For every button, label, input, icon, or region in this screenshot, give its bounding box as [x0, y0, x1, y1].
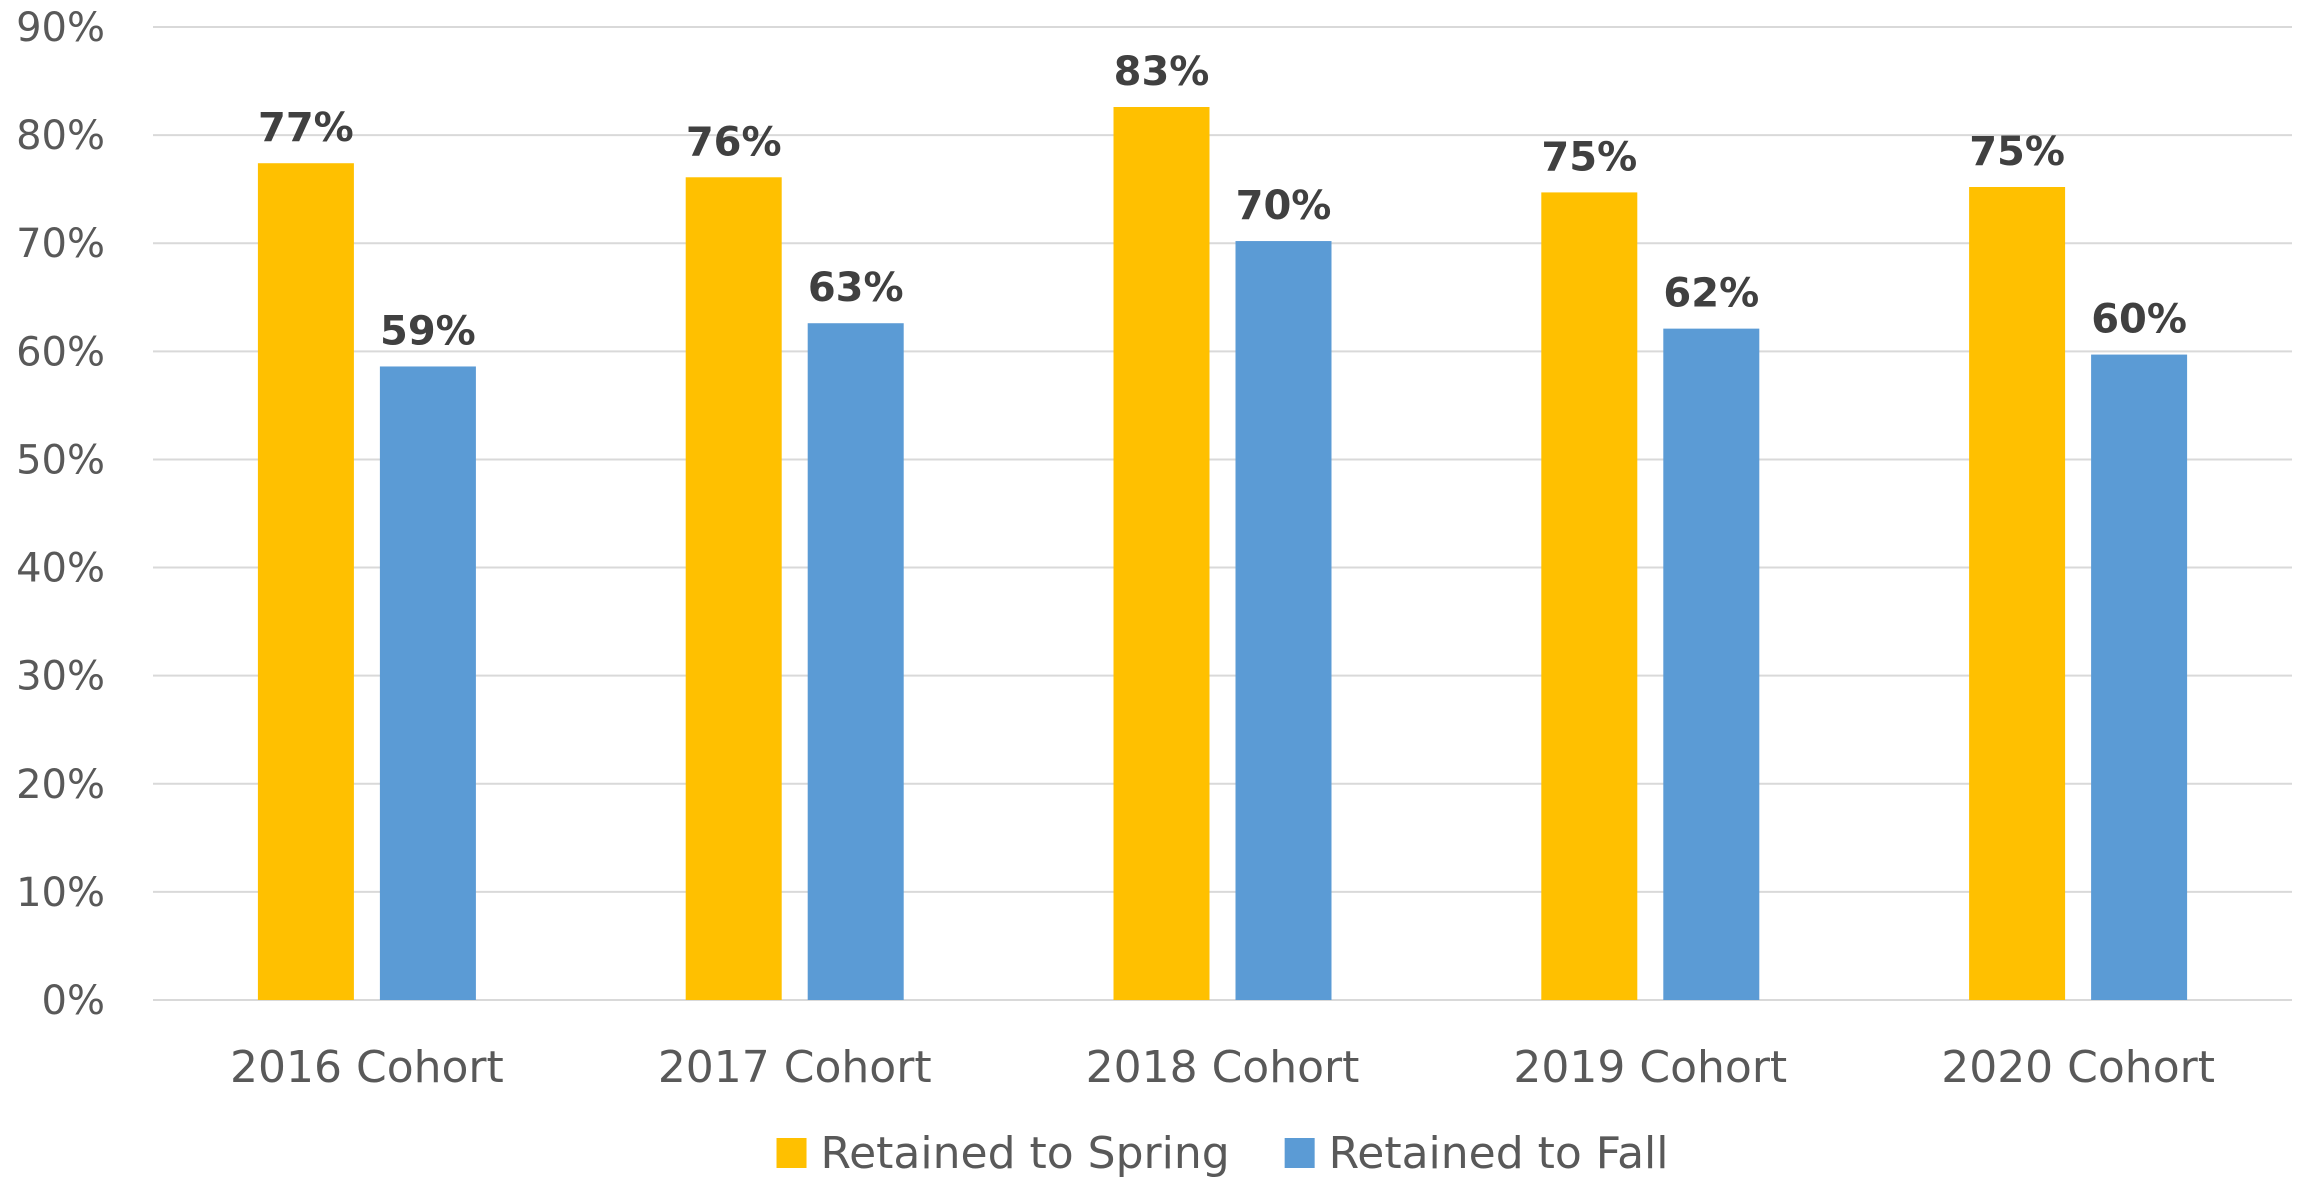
x-tick-label: 2020 Cohort [1941, 1042, 2215, 1093]
bar-spring-2 [685, 177, 782, 1001]
y-tick-label: 0% [42, 978, 105, 1024]
bar-spring-4 [1541, 192, 1638, 1000]
y-tick-label: 10% [16, 870, 105, 916]
x-tick-label: 2019 Cohort [1513, 1042, 1787, 1093]
legend-item-fall: Retained to Fall [1284, 1128, 1669, 1179]
y-tick-label: 60% [16, 329, 105, 375]
data-label-fall-3: 70% [1236, 183, 1332, 229]
bar-spring-5 [1969, 187, 2066, 1000]
data-label-spring-5: 75% [1969, 129, 2065, 175]
y-tick-label: 30% [16, 654, 105, 700]
data-label-fall-4: 62% [1663, 271, 1759, 317]
bar-fall-3 [1235, 241, 1332, 1000]
data-label-spring-4: 75% [1541, 134, 1637, 180]
data-labels: 77% 59% 76% 63% 83% 70% 75% 62% 75% 60% [258, 49, 2187, 354]
x-tick-label: 2016 Cohort [230, 1042, 504, 1093]
bar-fall-1 [379, 366, 476, 1001]
bar-fall-4 [1663, 328, 1760, 1000]
y-tick-label: 40% [16, 546, 105, 592]
y-tick-label: 20% [16, 762, 105, 808]
legend-swatch [776, 1138, 807, 1168]
data-label-fall-5: 60% [2091, 297, 2187, 343]
bars [257, 107, 2188, 1001]
legend-label: Retained to Spring [821, 1128, 1230, 1179]
y-axis-tick-labels: 0% 10% 20% 30% 40% 50% 60% 70% 80% 90% [16, 5, 105, 1024]
data-label-fall-2: 63% [808, 265, 904, 311]
bar-fall-5 [2091, 354, 2188, 1000]
gridlines [153, 26, 2292, 1001]
y-tick-label: 80% [16, 113, 105, 159]
legend: Retained to Spring Retained to Fall [776, 1128, 1669, 1179]
y-tick-label: 90% [16, 5, 105, 51]
y-tick-label: 50% [16, 437, 105, 483]
y-tick-label: 70% [16, 221, 105, 267]
data-label-spring-2: 76% [686, 119, 782, 165]
bar-spring-1 [257, 163, 354, 1001]
x-tick-label: 2018 Cohort [1086, 1042, 1360, 1093]
legend-swatch [1284, 1138, 1315, 1168]
data-label-fall-1: 59% [380, 308, 476, 354]
legend-item-spring: Retained to Spring [776, 1128, 1230, 1179]
data-label-spring-1: 77% [258, 105, 354, 151]
bar-spring-3 [1113, 107, 1210, 1001]
x-axis-tick-labels: 2016 Cohort 2017 Cohort 2018 Cohort 2019 Co… [230, 1042, 2215, 1093]
data-label-spring-3: 83% [1114, 49, 1210, 95]
x-tick-label: 2017 Cohort [658, 1042, 932, 1093]
legend-label: Retained to Fall [1329, 1128, 1669, 1179]
bar-fall-2 [807, 323, 904, 1000]
